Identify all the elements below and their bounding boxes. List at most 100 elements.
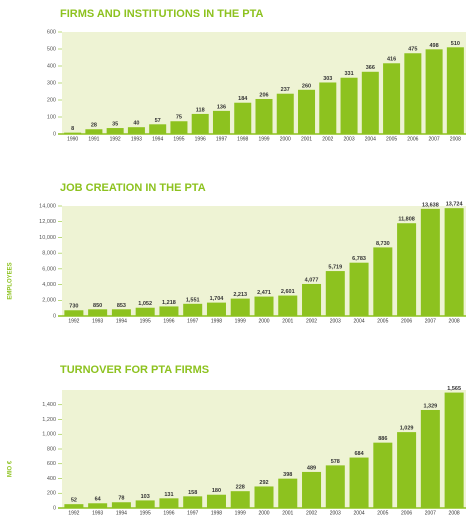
x-tick-label: 2007 bbox=[429, 136, 440, 142]
y-tick-label: 800 bbox=[47, 446, 56, 452]
x-tick-label: 2007 bbox=[425, 510, 436, 515]
x-tick-label: 1990 bbox=[67, 136, 78, 142]
value-label: 52 bbox=[71, 498, 77, 504]
value-label: 237 bbox=[281, 87, 290, 93]
y-tick-label: 600 bbox=[47, 29, 56, 35]
value-label: 850 bbox=[93, 303, 102, 309]
bar bbox=[206, 494, 226, 508]
bar bbox=[302, 283, 322, 316]
y-tick-label: 1,200 bbox=[42, 417, 56, 423]
value-label: 1,329 bbox=[423, 403, 437, 409]
bar bbox=[159, 306, 179, 316]
x-tick-label: 1994 bbox=[116, 510, 127, 515]
value-label: 498 bbox=[430, 43, 439, 49]
y-tick-label: 12,000 bbox=[39, 219, 56, 225]
bar bbox=[255, 98, 273, 134]
value-label: 103 bbox=[141, 494, 150, 500]
x-tick-label: 1994 bbox=[152, 136, 163, 142]
x-tick-label: 2005 bbox=[377, 318, 388, 324]
bar bbox=[64, 504, 84, 508]
bar bbox=[425, 49, 443, 135]
bar bbox=[234, 102, 252, 134]
chart-title: JOB CREATION IN THE PTA bbox=[60, 182, 206, 194]
bar bbox=[183, 496, 203, 508]
bar bbox=[206, 302, 226, 316]
bar bbox=[127, 127, 145, 134]
y-tick-label: 0 bbox=[53, 313, 56, 319]
x-tick-label: 1997 bbox=[216, 136, 227, 142]
x-tick-label: 1999 bbox=[235, 318, 246, 324]
bar bbox=[446, 47, 464, 134]
bar bbox=[106, 128, 124, 134]
bar bbox=[135, 500, 155, 508]
bar bbox=[254, 486, 274, 508]
bar bbox=[373, 247, 393, 316]
bar bbox=[183, 303, 203, 316]
x-tick-label: 1991 bbox=[88, 136, 99, 142]
value-label: 184 bbox=[238, 96, 248, 102]
bar bbox=[383, 63, 401, 134]
bar bbox=[254, 296, 274, 316]
bar bbox=[111, 502, 131, 508]
x-tick-label: 2002 bbox=[306, 318, 317, 324]
y-tick-label: 8,000 bbox=[42, 251, 56, 257]
x-tick-label: 2003 bbox=[343, 136, 354, 142]
value-label: 1,052 bbox=[138, 301, 152, 307]
x-tick-label: 1996 bbox=[163, 510, 174, 515]
bar bbox=[319, 82, 337, 134]
bar bbox=[298, 89, 316, 134]
bar bbox=[340, 77, 358, 134]
bar bbox=[191, 113, 209, 134]
value-label: 578 bbox=[331, 459, 340, 465]
bar bbox=[349, 457, 369, 508]
value-label: 75 bbox=[176, 115, 182, 121]
bar bbox=[85, 129, 103, 134]
value-label: 158 bbox=[188, 490, 197, 496]
x-tick-label: 1995 bbox=[140, 510, 151, 515]
x-tick-label: 2005 bbox=[386, 136, 397, 142]
bar bbox=[397, 223, 417, 316]
value-label: 5,719 bbox=[328, 265, 342, 271]
x-tick-label: 1992 bbox=[68, 318, 79, 324]
y-tick-label: 200 bbox=[47, 491, 56, 497]
value-label: 398 bbox=[283, 472, 292, 478]
x-tick-label: 2001 bbox=[282, 510, 293, 515]
x-tick-label: 1996 bbox=[195, 136, 206, 142]
y-tick-label: 1,000 bbox=[42, 432, 56, 438]
value-label: 366 bbox=[366, 65, 375, 71]
value-label: 1,029 bbox=[400, 426, 414, 432]
value-label: 57 bbox=[155, 118, 161, 124]
bar bbox=[149, 124, 167, 134]
bar bbox=[170, 121, 188, 134]
x-tick-label: 2004 bbox=[365, 136, 376, 142]
bar bbox=[88, 503, 108, 508]
x-tick-label: 2003 bbox=[330, 318, 341, 324]
value-label: 180 bbox=[212, 488, 221, 494]
bar bbox=[361, 71, 379, 134]
x-tick-label: 1995 bbox=[173, 136, 184, 142]
value-label: 6,783 bbox=[352, 256, 366, 262]
y-axis-label: EMPLOYEES bbox=[8, 262, 14, 299]
value-label: 206 bbox=[259, 92, 268, 98]
value-label: 118 bbox=[196, 107, 205, 113]
value-label: 1,704 bbox=[210, 296, 225, 302]
x-tick-label: 1999 bbox=[258, 136, 269, 142]
value-label: 64 bbox=[95, 497, 102, 503]
bar bbox=[349, 262, 369, 316]
value-label: 40 bbox=[133, 121, 139, 127]
y-tick-label: 0 bbox=[53, 131, 56, 137]
x-tick-label: 2002 bbox=[306, 510, 317, 515]
x-tick-label: 1997 bbox=[187, 318, 198, 324]
x-tick-label: 2006 bbox=[407, 136, 418, 142]
bar bbox=[325, 465, 345, 508]
value-label: 489 bbox=[307, 465, 316, 471]
value-label: 13,724 bbox=[446, 202, 464, 208]
value-label: 2,213 bbox=[233, 292, 247, 298]
x-tick-label: 2002 bbox=[322, 136, 333, 142]
y-tick-label: 2,000 bbox=[42, 298, 56, 304]
x-tick-label: 1993 bbox=[92, 510, 103, 515]
bar bbox=[135, 307, 155, 316]
y-tick-label: 100 bbox=[47, 114, 56, 120]
x-tick-label: 2004 bbox=[353, 510, 364, 515]
value-label: 1,565 bbox=[447, 386, 461, 392]
